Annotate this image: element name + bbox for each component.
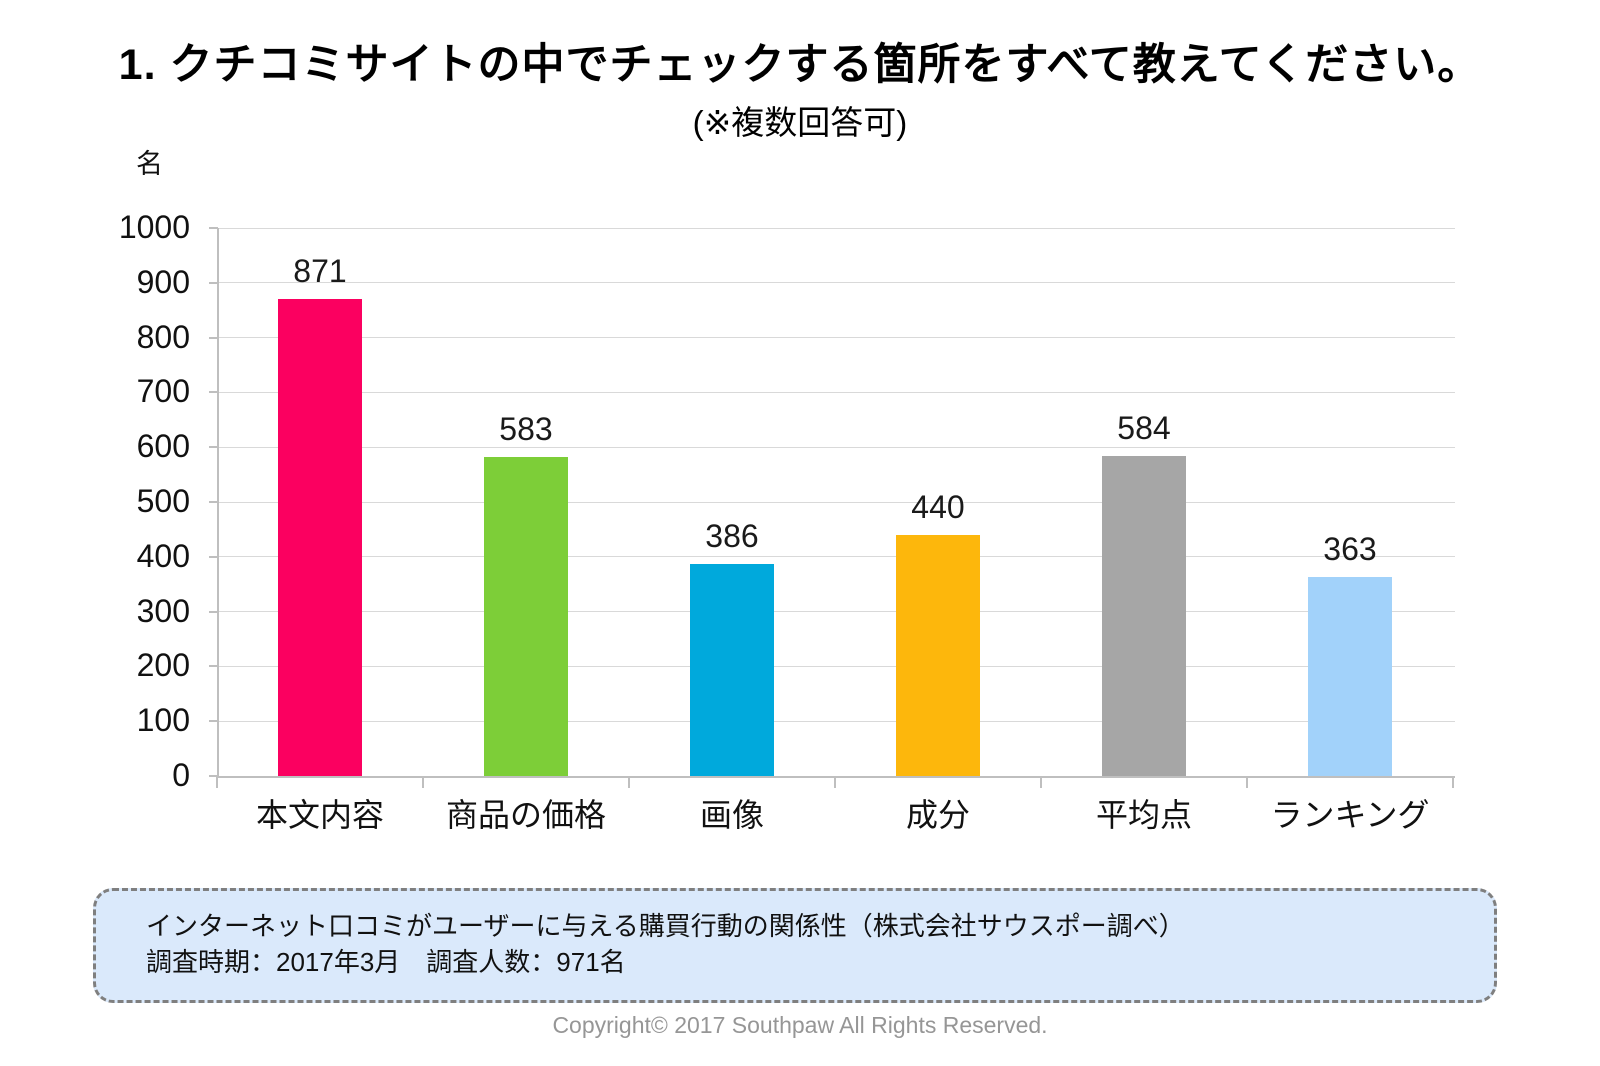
source-note-line-1: インターネット口コミがユーザーに与える購買行動の関係性（株式会社サウスポー調べ） bbox=[146, 911, 1185, 941]
y-axis-tick bbox=[209, 446, 218, 449]
y-axis-tick-label: 1000 bbox=[118, 209, 190, 245]
chart-title: 1. クチコミサイトの中でチェックする箇所をすべて教えてください。 bbox=[118, 41, 1482, 89]
bar-value-label: 583 bbox=[499, 410, 553, 447]
bar-画像 bbox=[690, 564, 774, 776]
x-axis-tick bbox=[1452, 777, 1454, 788]
y-axis-tick bbox=[209, 665, 218, 668]
y-gridline bbox=[219, 446, 1455, 448]
x-axis-tick bbox=[216, 777, 218, 788]
y-axis-tick-label: 900 bbox=[136, 263, 190, 300]
chart-subtitle: (※複数回答可) bbox=[692, 104, 908, 141]
y-axis-tick-label: 100 bbox=[136, 702, 190, 739]
y-axis-tick-label: 300 bbox=[136, 592, 190, 629]
bar-本文内容 bbox=[278, 298, 362, 776]
x-axis-tick bbox=[1246, 777, 1248, 788]
y-axis-unit-label: 名 bbox=[136, 149, 163, 179]
bar-平均点 bbox=[1102, 455, 1186, 776]
x-axis-category-label: 成分 bbox=[905, 797, 970, 833]
y-gridline bbox=[219, 337, 1455, 339]
y-axis-tick bbox=[209, 720, 218, 723]
x-axis-tick bbox=[628, 777, 630, 788]
y-axis-tick bbox=[209, 610, 218, 613]
y-gridline bbox=[219, 227, 1455, 229]
y-axis-tick-label: 200 bbox=[136, 647, 190, 684]
bar-value-label: 584 bbox=[1117, 409, 1171, 446]
y-gridline bbox=[219, 501, 1455, 503]
y-gridline bbox=[219, 720, 1455, 722]
y-axis-tick bbox=[209, 391, 218, 394]
x-axis-tick bbox=[1040, 777, 1042, 788]
copyright-text: Copyright© 2017 Southpaw All Rights Rese… bbox=[552, 1012, 1048, 1038]
x-axis-category-label: ランキング bbox=[1270, 797, 1430, 833]
y-gridline bbox=[219, 391, 1455, 393]
y-axis-tick bbox=[209, 281, 218, 284]
y-axis-tick-label: 400 bbox=[136, 537, 190, 574]
x-axis-category-label: 商品の価格 bbox=[445, 797, 606, 833]
y-axis-tick bbox=[209, 336, 218, 339]
bar-value-label: 871 bbox=[293, 252, 347, 289]
y-gridline bbox=[219, 611, 1455, 613]
source-note-box: インターネット口コミがユーザーに与える購買行動の関係性（株式会社サウスポー調べ）… bbox=[93, 888, 1497, 1003]
bar-value-label: 440 bbox=[911, 488, 965, 525]
bar-value-label: 363 bbox=[1323, 531, 1377, 568]
source-note-line-2: 調査時期：2017年3月 調査人数：971名 bbox=[146, 947, 626, 977]
y-gridline bbox=[219, 556, 1455, 558]
x-axis-category-label: 平均点 bbox=[1095, 797, 1192, 833]
x-axis-tick bbox=[834, 777, 836, 788]
x-axis-category-label: 画像 bbox=[699, 797, 764, 833]
bar-成分 bbox=[896, 534, 980, 776]
y-axis-tick-label: 0 bbox=[172, 757, 190, 793]
y-axis-tick-label: 700 bbox=[136, 373, 190, 410]
x-axis-tick bbox=[422, 777, 424, 788]
x-axis-category-label: 本文内容 bbox=[255, 797, 384, 833]
y-axis-tick bbox=[209, 555, 218, 558]
y-gridline bbox=[219, 665, 1455, 667]
y-axis-tick-label: 500 bbox=[136, 483, 190, 519]
y-axis-tick-label: 600 bbox=[136, 428, 190, 465]
bar-value-label: 386 bbox=[705, 518, 759, 555]
y-axis-tick bbox=[209, 501, 218, 503]
y-axis-tick-label: 800 bbox=[136, 318, 190, 355]
bar-ランキング bbox=[1308, 577, 1392, 776]
y-axis-tick bbox=[209, 227, 218, 229]
bar-商品の価格 bbox=[484, 456, 568, 776]
y-axis-tick bbox=[209, 775, 218, 777]
plot-area bbox=[217, 228, 1455, 778]
y-gridline bbox=[219, 282, 1455, 284]
